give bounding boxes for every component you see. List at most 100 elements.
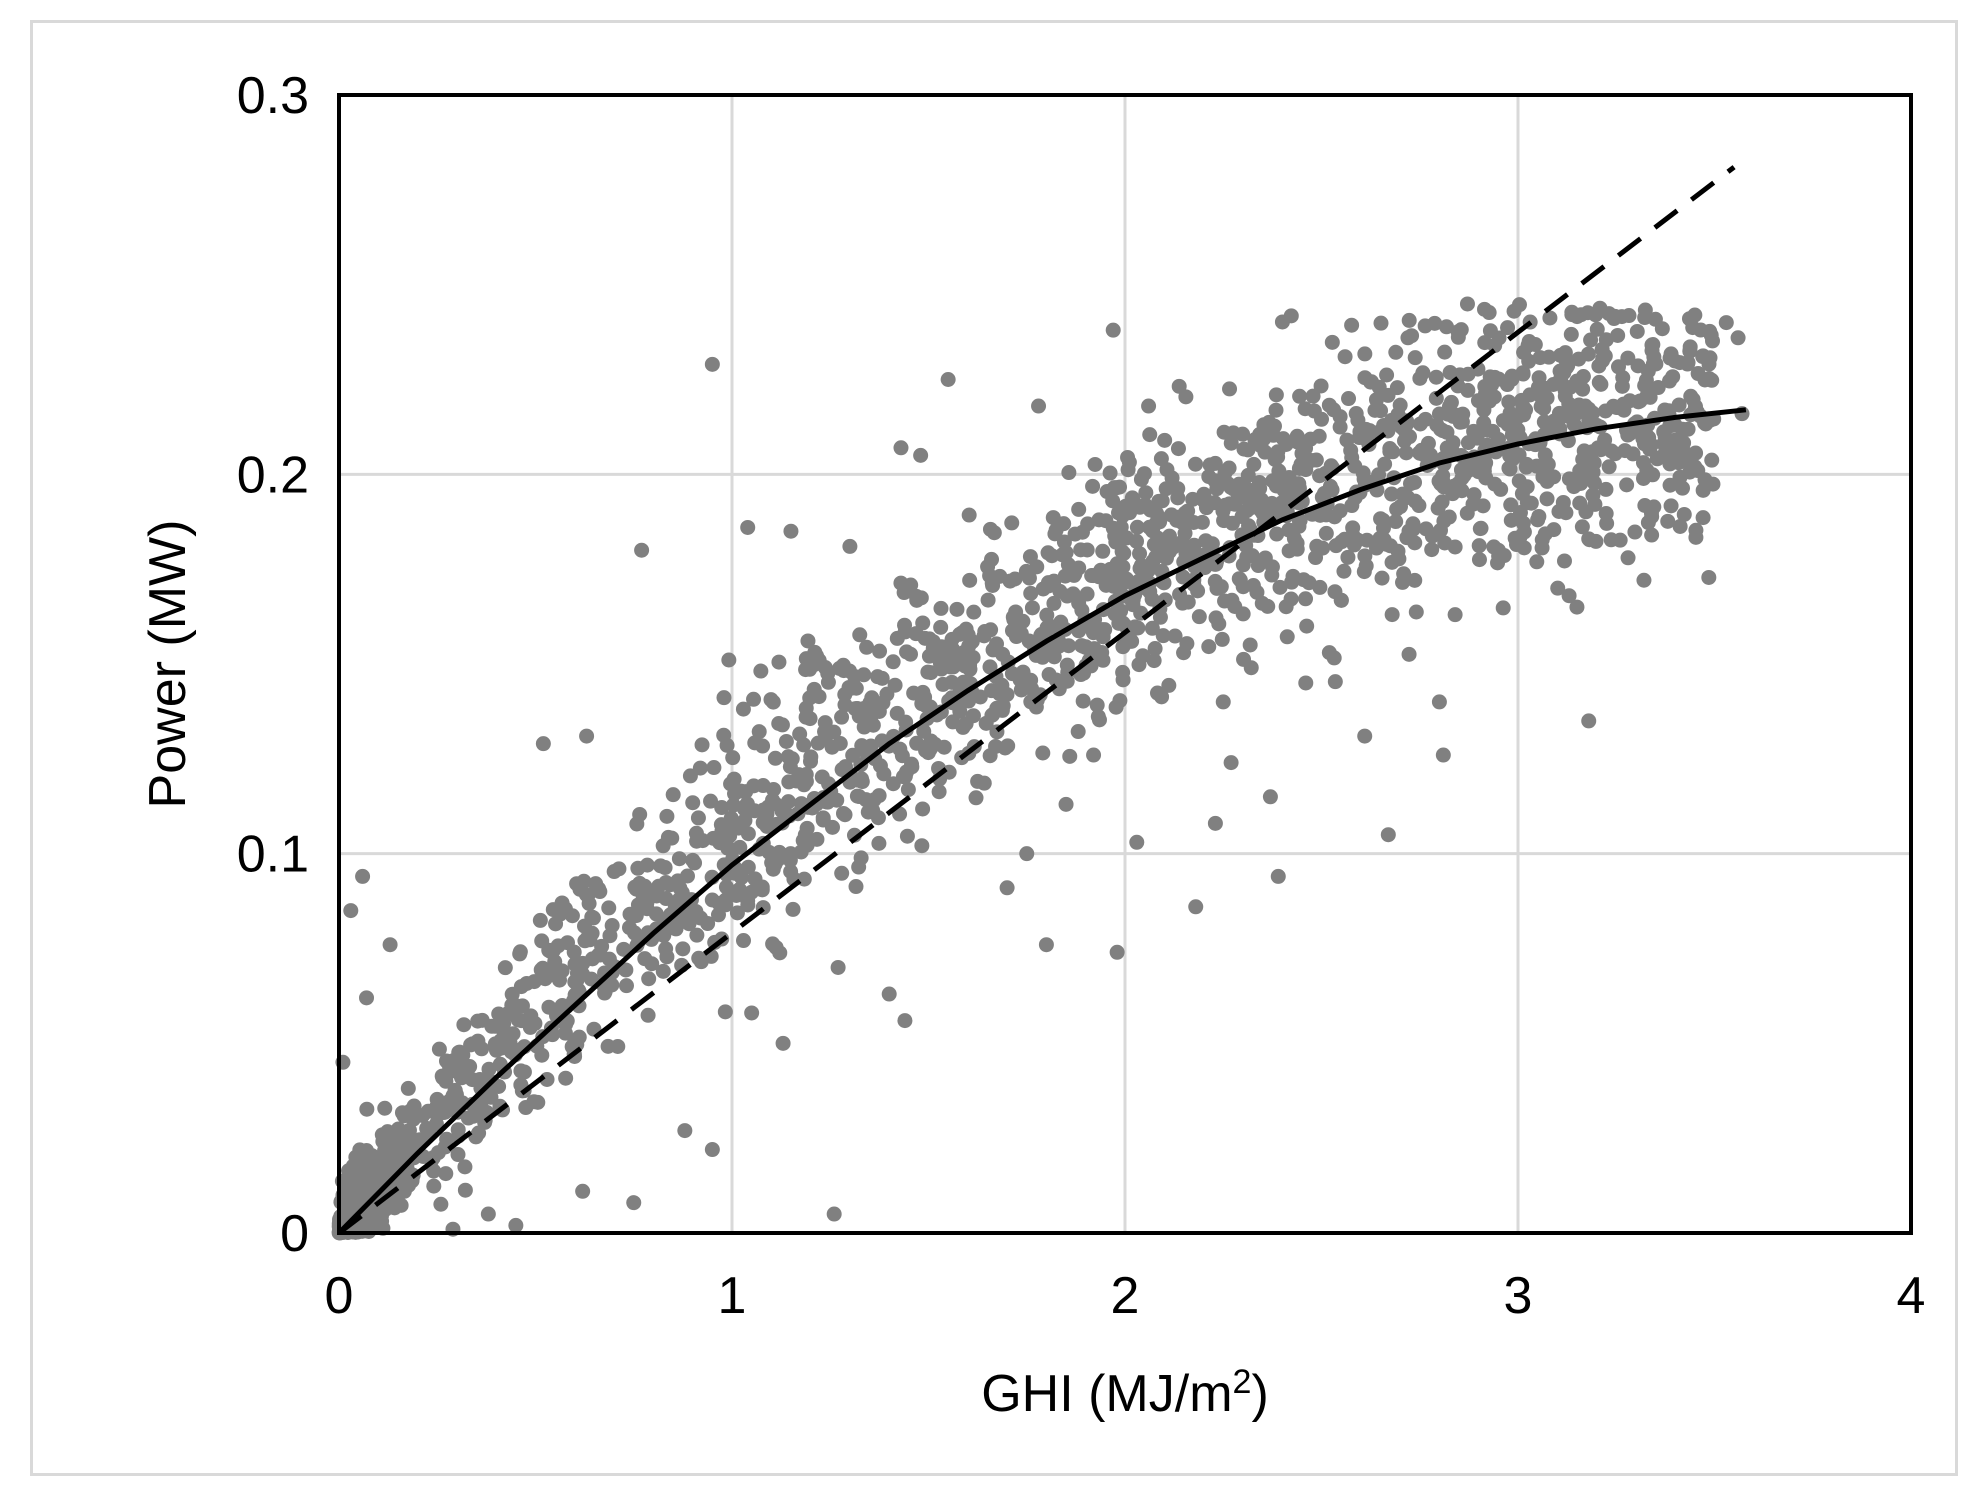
data-point — [1586, 455, 1602, 471]
data-point — [611, 861, 627, 877]
data-point — [419, 1120, 435, 1136]
data-point — [1388, 344, 1404, 360]
data-point — [798, 700, 814, 716]
data-point — [1615, 370, 1631, 386]
data-point — [714, 800, 730, 816]
data-point — [1233, 478, 1249, 494]
data-point — [874, 670, 890, 686]
data-point — [1340, 549, 1356, 565]
data-point — [1170, 441, 1186, 457]
data-point — [1067, 566, 1083, 582]
data-point — [1175, 595, 1191, 611]
data-point — [1359, 532, 1375, 548]
data-point — [1682, 343, 1698, 359]
data-point — [1687, 307, 1703, 323]
data-point — [450, 1147, 466, 1163]
data-point — [1450, 329, 1466, 345]
data-point — [1671, 397, 1687, 413]
data-point — [1089, 697, 1105, 713]
data-point — [1223, 755, 1239, 771]
data-point — [1019, 846, 1035, 862]
data-point — [1312, 468, 1328, 484]
data-point — [433, 1196, 449, 1212]
data-point — [897, 1013, 913, 1029]
data-point — [1660, 513, 1676, 529]
data-point — [1515, 515, 1531, 531]
data-point — [1516, 540, 1532, 556]
data-point — [1188, 456, 1204, 472]
data-point — [1268, 402, 1284, 418]
data-point — [1262, 789, 1278, 805]
data-point — [885, 654, 901, 670]
data-point — [1147, 641, 1163, 657]
data-point — [1270, 449, 1286, 465]
data-point — [832, 735, 848, 751]
scatter-chart: 0 1 2 3 4 0 0.1 0.2 0.3 GHI (MJ/m2) Power (MW) — [139, 67, 1925, 1423]
data-point — [1598, 505, 1614, 521]
data-point — [1620, 350, 1636, 366]
data-point — [1079, 586, 1095, 602]
data-point — [518, 1100, 534, 1116]
data-point — [557, 1025, 573, 1041]
data-point — [904, 759, 920, 775]
data-point — [952, 703, 968, 719]
data-point — [1191, 609, 1207, 625]
data-point — [1170, 490, 1186, 506]
data-point — [717, 1004, 733, 1020]
data-point — [783, 863, 799, 879]
data-point — [1341, 391, 1357, 407]
data-point — [675, 941, 691, 957]
data-point — [940, 372, 956, 387]
data-point — [1272, 579, 1288, 595]
data-point — [1061, 638, 1077, 654]
data-point — [1344, 317, 1360, 333]
data-point — [1299, 618, 1315, 634]
data-point — [1044, 548, 1060, 564]
data-point — [1500, 320, 1516, 336]
data-point — [1400, 330, 1416, 346]
data-point — [1645, 337, 1661, 353]
data-point — [1459, 505, 1475, 521]
data-point — [655, 963, 671, 979]
data-point — [1105, 322, 1121, 338]
data-point — [1021, 570, 1037, 586]
data-point — [1309, 538, 1325, 554]
data-point — [1235, 579, 1251, 595]
data-point — [1470, 393, 1486, 409]
y-tick-label: 0.1 — [237, 826, 309, 884]
plot-area-border — [337, 93, 1913, 1235]
data-point — [457, 1182, 473, 1198]
data-point — [1115, 639, 1131, 655]
data-point — [558, 1070, 574, 1086]
data-point — [767, 750, 783, 766]
data-point — [982, 521, 998, 537]
data-point — [439, 1131, 455, 1147]
data-point — [931, 784, 947, 800]
data-point — [1041, 667, 1057, 683]
data-point — [510, 1012, 526, 1028]
data-point — [1663, 498, 1679, 514]
data-point — [765, 936, 781, 952]
data-point — [1407, 572, 1423, 588]
data-point — [1495, 600, 1511, 616]
data-point — [692, 760, 708, 776]
data-point — [641, 971, 657, 987]
data-point — [909, 592, 925, 608]
data-point — [1179, 636, 1195, 652]
data-point — [852, 627, 868, 643]
data-point — [1334, 534, 1350, 550]
data-point — [1136, 466, 1152, 482]
data-point — [1327, 674, 1343, 690]
data-point — [1431, 694, 1447, 710]
data-point — [1561, 471, 1577, 487]
data-point — [1149, 685, 1165, 701]
data-point — [977, 624, 993, 640]
data-point — [889, 705, 905, 721]
data-point — [1573, 475, 1589, 491]
data-point — [588, 876, 604, 892]
data-point — [677, 1123, 693, 1139]
data-point — [512, 944, 528, 960]
data-point — [1668, 437, 1684, 453]
data-point — [1115, 664, 1131, 680]
data-point — [1217, 497, 1233, 513]
